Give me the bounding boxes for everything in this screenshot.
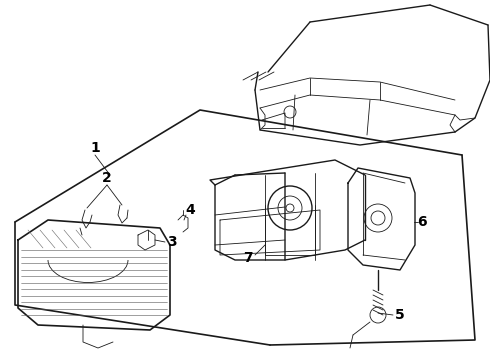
Text: 1: 1 (90, 141, 100, 155)
Text: 3: 3 (167, 235, 177, 249)
Text: 2: 2 (102, 171, 112, 185)
Text: 7: 7 (243, 251, 253, 265)
Text: 6: 6 (417, 215, 427, 229)
Text: 4: 4 (185, 203, 195, 217)
Text: 5: 5 (395, 308, 405, 322)
